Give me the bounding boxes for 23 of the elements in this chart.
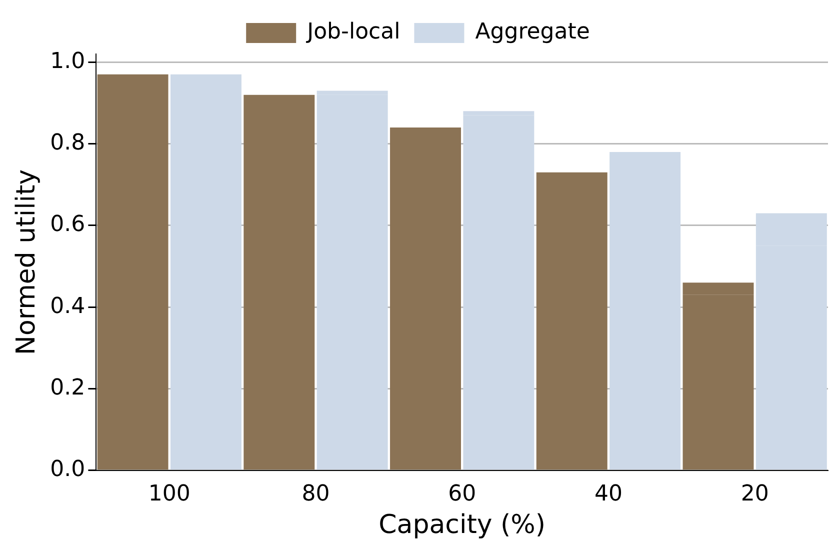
x-tick-label: 40 <box>594 481 622 506</box>
y-tick-label: 0.4 <box>50 294 86 319</box>
y-tick-label: 0.2 <box>50 375 86 400</box>
bar <box>390 127 461 470</box>
bar <box>463 115 534 470</box>
bar <box>97 74 168 470</box>
bar <box>244 94 315 470</box>
y-tick-label: 0.6 <box>50 212 86 238</box>
y-tick-label: 0.0 <box>50 457 86 482</box>
legend-label: Job-local <box>305 20 400 45</box>
x-tick-label: 80 <box>302 481 330 506</box>
x-axis-title: Capacity (%) <box>378 510 546 540</box>
bar <box>536 176 608 470</box>
bar <box>610 156 681 470</box>
y-tick-label: 1.0 <box>50 48 86 74</box>
bar <box>316 94 388 470</box>
bar <box>170 74 242 470</box>
legend-label: Aggregate <box>475 20 590 45</box>
x-tick-label: 20 <box>740 481 769 506</box>
x-tick-label: 100 <box>148 481 190 506</box>
y-tick-label: 0.8 <box>50 130 86 156</box>
y-axis-title: Normed utility <box>11 169 42 356</box>
x-tick-label: 60 <box>448 481 476 506</box>
